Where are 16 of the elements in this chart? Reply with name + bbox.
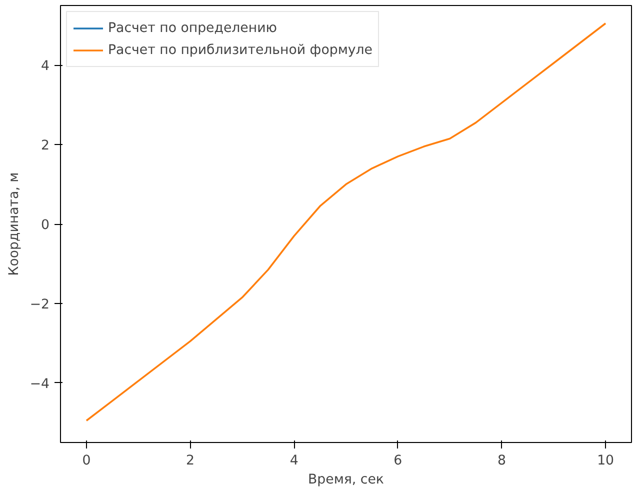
x-tick-label: 4 bbox=[290, 454, 298, 468]
line-series bbox=[86, 22, 606, 422]
x-tick-label: 10 bbox=[597, 454, 614, 468]
y-tick-label: −4 bbox=[30, 376, 50, 392]
y-tick-label: −2 bbox=[30, 297, 50, 312]
y-tick-label: 4 bbox=[41, 59, 50, 74]
x-tick-label: 0 bbox=[82, 454, 91, 468]
x-tick-label: 8 bbox=[497, 454, 506, 468]
y-tick-label: 0 bbox=[41, 218, 50, 233]
x-tick-label: 2 bbox=[186, 454, 195, 468]
y-tick-label: 2 bbox=[41, 138, 50, 154]
y-axis-title: Координата, м bbox=[6, 172, 22, 276]
x-axis-title: Время, сек bbox=[308, 472, 384, 488]
legend-label: Расчет по приблизительной формуле bbox=[108, 42, 372, 58]
legend-label: Расчет по определению bbox=[108, 20, 277, 36]
x-tick-label: 6 bbox=[394, 454, 402, 468]
